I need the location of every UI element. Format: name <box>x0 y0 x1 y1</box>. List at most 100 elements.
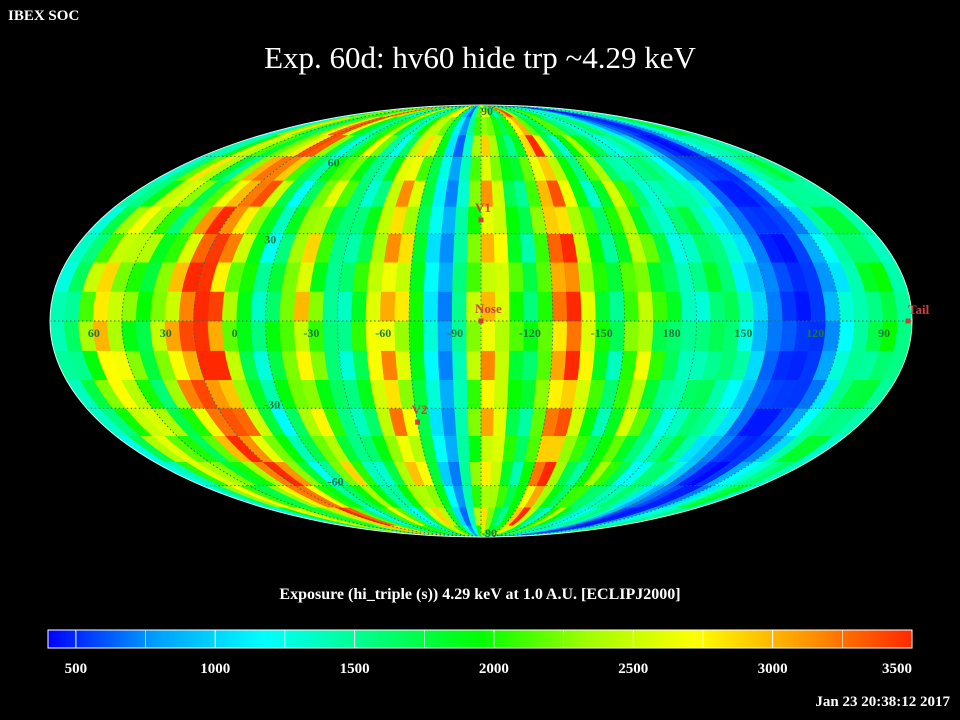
exposure-cell <box>265 291 283 322</box>
exposure-cell <box>480 379 496 409</box>
timestamp: Jan 23 20:38:12 2017 <box>815 694 950 710</box>
longitude-label: 120 <box>806 326 824 340</box>
exposure-cell <box>551 291 568 322</box>
exposure-cell <box>439 233 456 263</box>
exposure-cell <box>765 291 784 322</box>
longitude-label: -30 <box>303 326 319 340</box>
exposure-cell <box>622 291 640 322</box>
exposure-cell <box>351 291 368 322</box>
sky-map: 60 30 0 -30 -60 -90 -120 -150 180 150 120 90 90 60 30 -… <box>49 104 930 540</box>
meridian-line <box>480 105 841 537</box>
exposure-cell <box>537 291 554 322</box>
exposure-cell <box>779 320 798 351</box>
exposure-cell <box>492 206 508 235</box>
exposure-columns <box>50 105 912 537</box>
longitude-label: -120 <box>519 326 541 340</box>
exposure-cell <box>471 134 482 157</box>
exposure-cell <box>408 291 425 322</box>
exposure-cell <box>549 350 567 381</box>
exposure-cell <box>466 350 482 381</box>
exposure-cell <box>236 291 254 322</box>
exposure-cell <box>456 180 471 207</box>
exposure-cell <box>508 350 524 381</box>
exposure-cell <box>535 261 553 292</box>
exposure-cell <box>337 291 354 322</box>
exposure-cell <box>679 320 697 351</box>
exposure-cell <box>506 379 523 409</box>
exposure-cell <box>522 350 539 381</box>
exposure-cell <box>466 320 482 351</box>
exposure-cell <box>509 291 525 322</box>
exposure-cell <box>480 233 496 263</box>
marker-tail <box>905 318 911 324</box>
exposure-cell <box>651 291 669 322</box>
exposure-cell <box>395 350 413 381</box>
longitude-label: 90 <box>878 326 890 340</box>
exposure-cell <box>408 320 425 351</box>
exposure-cell <box>506 233 523 263</box>
exposure-cell <box>492 407 508 436</box>
exposure-cell <box>250 320 268 351</box>
exposure-cell <box>480 350 496 381</box>
exposure-cell <box>549 261 567 292</box>
exposure-cell <box>423 320 439 351</box>
exposure-cell <box>438 261 454 292</box>
exposure-cell <box>751 291 769 322</box>
exposure-cell <box>480 320 496 351</box>
map-markers: V1 Nose V2 Tail <box>412 200 930 425</box>
marker-nose <box>478 318 484 324</box>
meridian-line <box>121 105 482 537</box>
longitude-label: 0 <box>232 326 238 340</box>
exposure-cell <box>236 320 254 351</box>
exposure-cell <box>736 291 755 322</box>
exposure-cell <box>438 350 454 381</box>
exposure-cell <box>594 291 611 322</box>
exposure-cell <box>466 233 482 263</box>
exposure-cell <box>522 261 539 292</box>
exposure-cell <box>380 291 396 322</box>
longitude-label: 30 <box>160 326 172 340</box>
exposure-cell <box>250 291 268 322</box>
exposure-cell <box>708 291 726 322</box>
exposure-cell <box>708 320 726 351</box>
marker-label: V2 <box>412 402 428 417</box>
exposure-cell <box>580 291 597 322</box>
map-border <box>49 104 913 538</box>
exposure-cell <box>637 320 654 351</box>
exposure-cell <box>494 320 511 351</box>
exposure-cell <box>494 350 510 381</box>
organization-label: IBEX SOC <box>8 8 80 24</box>
exposure-cell <box>279 320 297 351</box>
latitude-label: 90 <box>481 104 493 118</box>
colorbar-gradient <box>47 629 913 649</box>
exposure-cell <box>566 291 582 322</box>
meridian-line <box>336 105 482 537</box>
exposure-cell <box>394 320 411 351</box>
exposure-cell <box>468 435 482 462</box>
exposure-cell <box>535 350 553 381</box>
exposure-cell <box>793 291 812 322</box>
exposure-cell <box>409 350 427 381</box>
meridian-line <box>408 105 482 537</box>
latitude-label: -60 <box>328 475 344 489</box>
exposure-cell <box>365 291 382 322</box>
exposure-cell <box>493 379 509 409</box>
exposure-cell <box>665 291 683 322</box>
marker-v2 <box>415 419 420 425</box>
longitude-label: -150 <box>591 326 613 340</box>
exposure-cell <box>452 261 468 292</box>
latitude-label: -90 <box>481 526 497 540</box>
exposure-cell <box>679 291 697 322</box>
colorbar-tick-label: 1500 <box>340 661 370 677</box>
exposure-cell <box>566 320 582 351</box>
exposure-cell <box>471 485 482 508</box>
exposure-cell <box>452 350 468 381</box>
colorbar-tick-label: 3000 <box>758 661 788 677</box>
exposure-cell <box>466 261 482 292</box>
meridian-line <box>480 105 626 537</box>
colorbar-tick-label: 500 <box>65 661 88 677</box>
marker-label: Nose <box>475 301 502 316</box>
exposure-cell <box>265 320 283 351</box>
exposure-cell <box>425 233 442 263</box>
exposure-cell <box>437 291 453 322</box>
